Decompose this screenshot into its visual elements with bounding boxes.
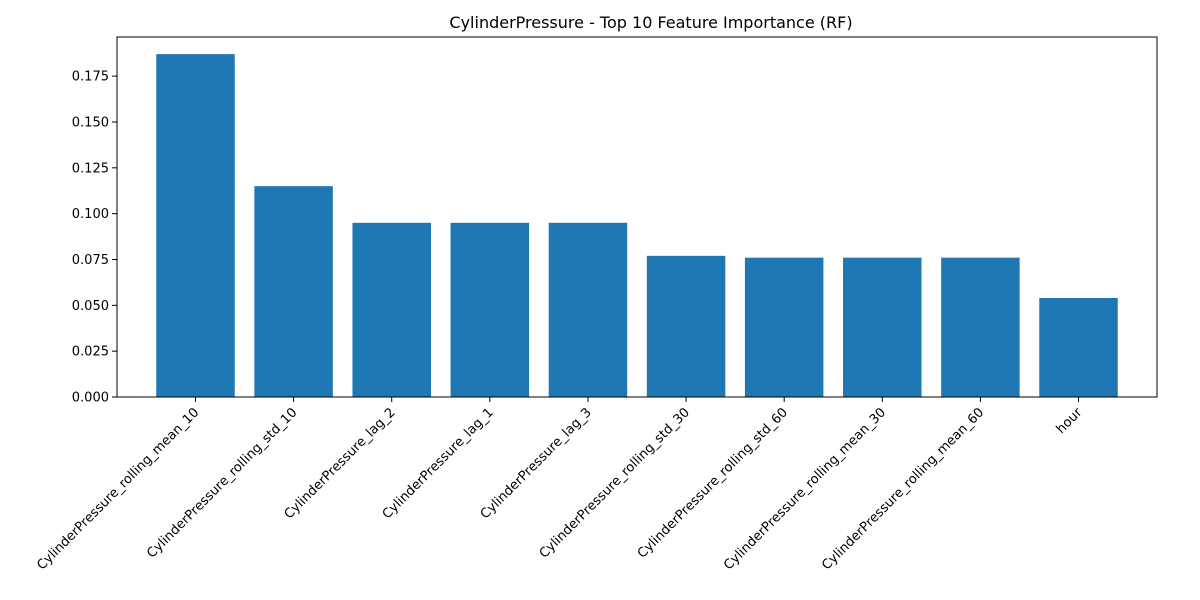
x-tick-label: CylinderPressure_lag_3 <box>478 405 595 522</box>
y-tick-label: 0.000 <box>72 391 109 406</box>
x-tick-label: CylinderPressure_rolling_mean_60 <box>819 405 987 573</box>
bar-2 <box>254 186 333 397</box>
x-tick-label: CylinderPressure_rolling_mean_30 <box>721 405 889 573</box>
y-tick-label: 0.100 <box>72 207 109 222</box>
y-tick-label: 0.150 <box>72 115 109 130</box>
y-tick-label: 0.125 <box>72 161 109 176</box>
y-tick-label: 0.025 <box>72 345 109 360</box>
x-axis: CylinderPressure_rolling_mean_10 Cylinder… <box>34 397 1086 573</box>
bar-7 <box>744 257 824 397</box>
plot-frame <box>116 36 1158 398</box>
y-tick-label: 0.075 <box>72 253 109 268</box>
bar-1 <box>156 54 235 397</box>
y-axis: 0.000 0.025 0.050 0.075 0.100 0.125 0.150 0.175 <box>72 70 117 406</box>
y-tick-label: 0.175 <box>72 70 109 85</box>
bar-9 <box>941 257 1020 397</box>
x-tick-label: CylinderPressure_lag_1 <box>380 405 497 522</box>
y-tick-label: 0.050 <box>72 299 109 314</box>
bar-5 <box>548 222 628 397</box>
bar-4 <box>450 222 530 397</box>
bar-6 <box>646 255 726 397</box>
bar-3 <box>352 222 431 397</box>
chart-title: CylinderPressure - Top 10 Feature Import… <box>449 13 852 32</box>
x-tick-label: hour <box>1054 405 1086 437</box>
bar-8 <box>843 257 922 397</box>
x-tick-label: CylinderPressure_rolling_mean_10 <box>34 405 202 573</box>
bar-10 <box>1039 297 1118 397</box>
bars-layer <box>156 54 1118 397</box>
x-tick-label: CylinderPressure_lag_2 <box>282 405 399 522</box>
